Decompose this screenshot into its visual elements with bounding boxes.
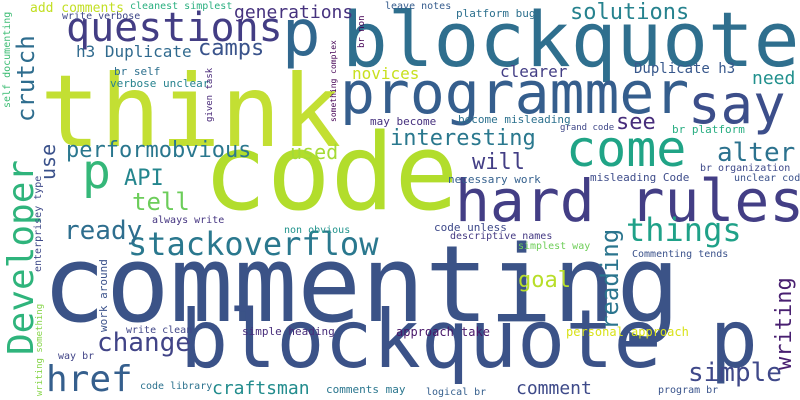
word-way-br: way br: [58, 351, 95, 362]
word-necessary-work: necessary work: [448, 173, 541, 186]
word-comments-may: comments may: [326, 383, 406, 396]
word-generations: generations: [234, 2, 354, 23]
word-h3-duplicate: h3 Duplicate: [76, 42, 192, 61]
word-p-left: p: [82, 144, 111, 200]
word-non-obvious: non obvious: [284, 225, 351, 236]
word-write-verbose: write verbose: [62, 11, 141, 22]
word-say: say: [688, 73, 786, 136]
word-stackoverflow: stackoverflow: [128, 225, 379, 263]
word-things: things: [626, 211, 742, 249]
word-alter: alter: [717, 138, 796, 168]
word-enterprisey-type: enterprisey type: [33, 175, 44, 272]
word-href: href: [46, 359, 133, 400]
word-comment: comment: [516, 378, 592, 399]
word-hard-rules: hard rules: [455, 167, 800, 235]
word-approach-take: approach take: [396, 325, 490, 339]
word-program-br: program br: [658, 385, 719, 396]
word-commenting: commenting: [42, 223, 681, 346]
word-come: come: [566, 120, 687, 178]
word-blockquote-p: blockquote p: [180, 293, 758, 386]
word-code: code: [203, 111, 459, 234]
word-duplicate-h3: Duplicate h3: [634, 61, 736, 77]
word-always-write: always write: [152, 215, 225, 226]
word-work-around: work around: [97, 259, 110, 332]
word-solutions: solutions: [570, 0, 690, 25]
word-become-misleading: become misleading: [458, 113, 571, 126]
word-grand-code: grand code: [560, 123, 615, 133]
word-reading: reading: [596, 228, 624, 330]
word-performobvious: performobvious: [66, 138, 252, 163]
word-change: change: [97, 328, 191, 358]
word-tell: tell: [132, 188, 190, 216]
word-commenting-tends: Commenting tends: [632, 249, 729, 260]
word-see: see: [616, 110, 656, 135]
word-personal-approach: personal approach: [566, 325, 689, 339]
word-br-platform: br platform: [672, 123, 745, 136]
word-interesting: interesting: [390, 126, 536, 151]
word-need: need: [752, 68, 796, 89]
word-misleading-code: misleading Code: [590, 171, 690, 184]
word-think: think: [40, 53, 342, 170]
word-use: use: [36, 143, 60, 180]
word-simple-heading: simple heading: [242, 325, 335, 338]
word-api: API: [124, 166, 164, 191]
word-platform-bug: platform bug: [456, 7, 536, 20]
word-will: will: [472, 150, 525, 175]
word-simple: simple: [688, 358, 782, 388]
word-descriptive-names: descriptive names: [450, 231, 553, 242]
word-crutch: crutch: [12, 35, 40, 122]
word-camps: camps: [198, 36, 265, 61]
word-may-become: may become: [370, 115, 437, 128]
word-verbose-unclear: verbose unclear: [110, 77, 210, 90]
word-br-self: br self: [114, 65, 161, 78]
word-simplest-way: simplest way: [518, 241, 591, 252]
word-cleanest-simplest: cleanest simplest: [130, 1, 233, 12]
word-code-library: code library: [140, 381, 213, 392]
word-used: used: [290, 140, 339, 164]
word-ready: ready: [64, 216, 143, 246]
word-write-clean: write clean: [126, 325, 193, 336]
word-br-organization: br organization: [700, 163, 791, 174]
word-leave-notes: leave notes: [385, 1, 452, 12]
word-craftsman: craftsman: [212, 378, 310, 399]
word-unclear-code: unclear code: [734, 173, 800, 184]
word-add-comments: add comments: [30, 1, 124, 16]
word-goal: goal: [518, 268, 571, 293]
word-code-unless: code unless: [434, 221, 507, 234]
word-clearer: clearer: [500, 62, 568, 81]
word-blockquote: blockquote: [342, 0, 800, 84]
word-logical-br: logical br: [426, 387, 487, 398]
word-p-top: p: [282, 0, 321, 71]
word-questions: questions: [66, 5, 283, 51]
word-br-non: br non: [357, 15, 367, 48]
word-self-documenting: self documenting: [2, 11, 13, 108]
word-writing: writing: [772, 277, 797, 370]
word-novices: novices: [352, 64, 420, 83]
word-something-complex: something complex: [329, 40, 338, 122]
word-given-task: given task: [205, 67, 215, 122]
word-writing-something: writing something: [35, 303, 45, 396]
word-programmer: programmer: [340, 59, 690, 127]
